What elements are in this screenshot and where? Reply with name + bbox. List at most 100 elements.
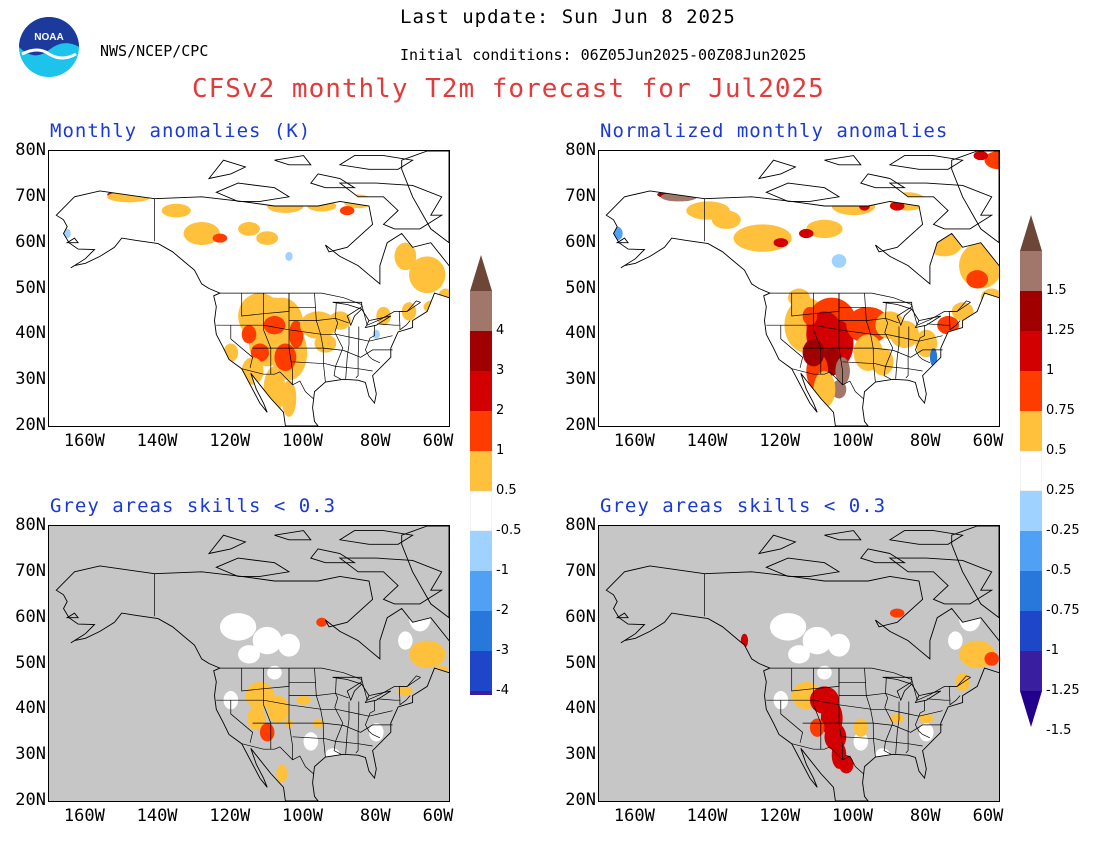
colorbar-band (1020, 331, 1042, 371)
lat-label: 20N (15, 790, 46, 810)
skill-white-area (398, 631, 413, 650)
lat-label: 80N (565, 515, 596, 535)
anomaly-patch (973, 151, 989, 161)
lon-label: 100W (282, 806, 323, 826)
anomaly-patch (951, 302, 974, 321)
lat-label: 30N (565, 369, 596, 390)
anomaly-patch (802, 306, 818, 326)
panel-title-anomalies: Monthly anomalies (K) (50, 120, 312, 142)
anomaly-patch (401, 302, 417, 321)
colorbar-label: -2 (496, 603, 509, 618)
lat-label: 70N (15, 560, 46, 581)
agency-label: NWS/NCEP/CPC (100, 42, 209, 60)
map-skill-normalized (598, 525, 1000, 802)
anomaly-patch (296, 695, 311, 705)
colorbar-band (470, 451, 492, 491)
colorbar-label: 1.25 (1046, 323, 1075, 338)
lat-label: 30N (15, 744, 46, 765)
lon-label: 160W (613, 806, 655, 826)
lon-label: 100W (282, 431, 323, 451)
skill-white-area (788, 645, 810, 664)
anomaly-patch (241, 357, 264, 385)
anomaly-patch (289, 320, 304, 349)
colorbar-svg (469, 255, 493, 767)
lat-label: 20N (565, 790, 596, 810)
lon-label: 120W (209, 806, 251, 826)
anomaly-patch (183, 222, 220, 245)
lat-label: 50N (15, 652, 46, 673)
colorbar-label: 0.25 (1046, 483, 1075, 498)
map-canvas (49, 526, 449, 801)
lon-label: 60W (972, 806, 1004, 826)
lat-label: 70N (15, 185, 46, 206)
anomaly-patch (966, 270, 989, 289)
lon-label: 120W (759, 806, 801, 826)
lon-label: 140W (136, 431, 178, 451)
anomaly-patch (409, 256, 446, 294)
anomaly-patch (919, 713, 934, 724)
colorbar-band (470, 411, 492, 451)
colorbar-neutral-band (469, 490, 493, 532)
colorbar-anomaly: 4 3 2 1 0.5 -0.5 -1 -2 -3 -4 (469, 255, 521, 767)
anomaly-patch (806, 219, 843, 239)
skill-white-area (252, 626, 282, 655)
map-normalized (598, 150, 1000, 427)
lat-label: 60N (565, 606, 596, 627)
panel-title-skill-anomalies: Grey areas skills < 0.3 (50, 495, 337, 517)
lat-label: 50N (565, 277, 596, 298)
anomaly-patch (809, 718, 825, 737)
colorbar-band (470, 651, 492, 691)
main-title: CFSv2 monthly T2m forecast for Jul2025 (192, 74, 825, 104)
anomaly-patch (929, 348, 938, 367)
lon-label: 120W (209, 431, 251, 451)
anomaly-patch (263, 366, 286, 413)
colorbar-band (1020, 611, 1042, 651)
lon-label: 120W (759, 431, 801, 451)
anomaly-patch (329, 311, 351, 330)
lat-label: 60N (565, 231, 596, 252)
map-canvas (605, 151, 999, 426)
colorbar-label: 1 (496, 443, 505, 458)
lon-label: 160W (613, 431, 655, 451)
colorbar-band (470, 331, 492, 371)
map-skill-anomalies (48, 525, 450, 802)
colorbar-neutral-band (1019, 450, 1043, 492)
noaa-logo: NOAA (18, 16, 80, 78)
anomaly-patch (241, 325, 257, 344)
lat-label: 20N (565, 415, 596, 435)
coastlines (605, 526, 999, 801)
colorbar-normalized: 1.5 1.25 1 0.75 0.5 0.25 -0.25 -0.5 -0.75 -1 -1.25… (1019, 215, 1080, 738)
colorbar-label: 4 (496, 323, 505, 338)
last-update: Last update: Sun Jun 8 2025 (400, 6, 736, 28)
lat-label: 30N (565, 744, 596, 765)
anomaly-patch (831, 254, 847, 268)
lat-label: 40N (565, 698, 596, 719)
lon-label: 140W (686, 431, 728, 451)
colorbar-label: 1 (1046, 363, 1055, 378)
map-anomalies (48, 150, 450, 427)
lat-label: 70N (565, 560, 596, 581)
lon-label: 140W (686, 806, 728, 826)
colorbar-label: -0.5 (496, 523, 522, 538)
colorbar-band (1020, 291, 1042, 331)
map-canvas (55, 151, 449, 426)
coastlines (55, 526, 449, 801)
anomaly-patch (285, 251, 293, 261)
anomaly-patch (263, 316, 286, 335)
anomaly-patch (316, 617, 328, 627)
colorbar-band (1020, 531, 1042, 571)
lon-label: 100W (832, 431, 873, 451)
anomaly-patch (911, 412, 927, 422)
colorbar-top-arrow (1020, 215, 1042, 251)
political-boundaries (704, 573, 971, 775)
colorbar-band (470, 611, 492, 651)
skill-white-area (919, 723, 934, 742)
lat-label: 80N (15, 515, 46, 535)
colorbar-label: 0.5 (1046, 443, 1067, 458)
lon-label: 160W (63, 806, 105, 826)
anomaly-patch (161, 203, 191, 218)
anomaly-patch (889, 713, 905, 724)
anomaly-patch (394, 242, 417, 271)
anomaly-patch (259, 723, 275, 742)
anomaly-patch (984, 151, 999, 170)
